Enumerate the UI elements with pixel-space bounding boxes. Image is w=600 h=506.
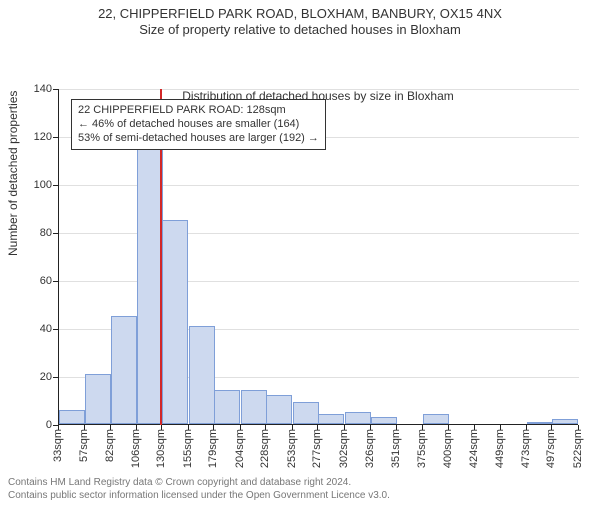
ytick-label: 80 <box>22 227 52 239</box>
xtick-label: 130sqm <box>155 429 167 468</box>
ytick-mark <box>53 281 58 282</box>
xtick-label: 473sqm <box>520 429 532 468</box>
xtick-label: 106sqm <box>130 429 142 468</box>
xtick-label: 449sqm <box>494 429 506 468</box>
xtick-label: 277sqm <box>311 429 323 468</box>
xtick-label: 155sqm <box>182 429 194 468</box>
xtick-label: 33sqm <box>52 429 64 462</box>
ytick-label: 20 <box>22 371 52 383</box>
ytick-label: 100 <box>22 179 52 191</box>
xtick-label: 375sqm <box>416 429 428 468</box>
ytick-mark <box>53 233 58 234</box>
footer-line-2: Contains public sector information licen… <box>8 490 390 503</box>
histogram-bar <box>214 390 240 424</box>
histogram-bar <box>137 146 163 424</box>
xtick-label: 204sqm <box>234 429 246 468</box>
y-axis-label: Number of detached properties <box>6 91 20 256</box>
xtick-label: 253sqm <box>286 429 298 468</box>
ytick-label: 120 <box>22 131 52 143</box>
histogram-bar <box>85 374 111 424</box>
xtick-label: 424sqm <box>468 429 480 468</box>
chart-title-sub: Size of property relative to detached ho… <box>0 22 600 37</box>
xtick-label: 497sqm <box>545 429 557 468</box>
xtick-label: 326sqm <box>364 429 376 468</box>
histogram-bar <box>162 220 188 424</box>
xtick-label: 179sqm <box>207 429 219 468</box>
xtick-label: 57sqm <box>78 429 90 462</box>
histogram-bar <box>111 316 137 424</box>
histogram-bar <box>552 419 578 424</box>
ytick-mark <box>53 137 58 138</box>
ytick-label: 140 <box>22 83 52 95</box>
annotation-line-2: ← 46% of detached houses are smaller (16… <box>78 118 319 132</box>
xtick-label: 400sqm <box>442 429 454 468</box>
ytick-label: 40 <box>22 323 52 335</box>
histogram-bar <box>318 414 344 424</box>
chart-area: 22 CHIPPERFIELD PARK ROAD: 128sqm ← 46% … <box>58 89 578 449</box>
plot-area: 22 CHIPPERFIELD PARK ROAD: 128sqm ← 46% … <box>58 89 578 425</box>
histogram-bar <box>59 410 85 424</box>
ytick-mark <box>53 89 58 90</box>
xtick-label: 522sqm <box>572 429 584 468</box>
chart-title-main: 22, CHIPPERFIELD PARK ROAD, BLOXHAM, BAN… <box>0 6 600 21</box>
histogram-bar <box>293 402 319 424</box>
grid-line <box>59 89 579 90</box>
histogram-bar <box>345 412 371 424</box>
histogram-bar <box>241 390 267 424</box>
ytick-label: 0 <box>22 419 52 431</box>
annotation-line-3: 53% of semi-detached houses are larger (… <box>78 132 319 146</box>
attribution-footer: Contains HM Land Registry data © Crown c… <box>8 477 390 502</box>
histogram-bar <box>266 395 292 424</box>
annotation-line-1: 22 CHIPPERFIELD PARK ROAD: 128sqm <box>78 104 319 118</box>
xtick-label: 82sqm <box>104 429 116 462</box>
xtick-label: 302sqm <box>338 429 350 468</box>
histogram-bar <box>189 326 215 424</box>
ytick-mark <box>53 329 58 330</box>
annotation-box: 22 CHIPPERFIELD PARK ROAD: 128sqm ← 46% … <box>71 99 326 150</box>
histogram-bar <box>423 414 449 424</box>
ytick-label: 60 <box>22 275 52 287</box>
xtick-label: 351sqm <box>390 429 402 468</box>
ytick-mark <box>53 377 58 378</box>
histogram-bar <box>371 417 397 424</box>
footer-line-1: Contains HM Land Registry data © Crown c… <box>8 477 390 490</box>
ytick-mark <box>53 185 58 186</box>
xtick-label: 228sqm <box>259 429 271 468</box>
histogram-bar <box>527 422 553 424</box>
